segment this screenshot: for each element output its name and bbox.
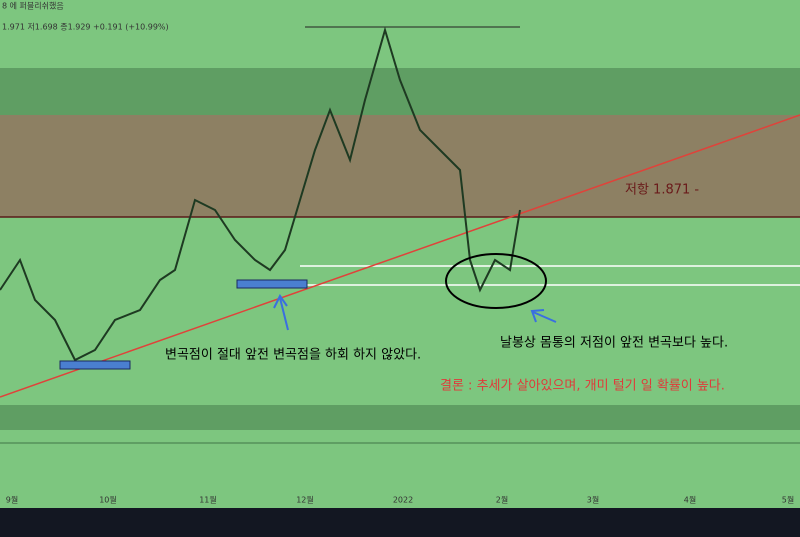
zone-band <box>0 68 800 115</box>
trend-line <box>0 114 800 398</box>
highlight-ellipse <box>445 253 547 309</box>
arrow <box>273 294 289 331</box>
x-tick-label: 11월 <box>199 495 217 505</box>
x-tick-label: 9월 <box>6 495 18 505</box>
x-tick-label: 12월 <box>296 495 314 505</box>
arrow <box>530 309 557 323</box>
x-tick-label: 10월 <box>99 495 117 505</box>
annotation: 날봉상 몸통의 저점이 앞전 변곡보다 높다. <box>500 336 728 351</box>
annotation: 변곡점이 절대 앞전 변곡점을 하회 하지 않았다. <box>165 348 421 363</box>
x-tick-label: 2월 <box>496 495 508 505</box>
publisher: 8 에 퍼블리쉬했음 <box>2 1 64 11</box>
price-path <box>0 26 521 362</box>
conclusion: 결론 : 추세가 살아있으며, 개미 털기 일 확률이 높다. <box>440 379 725 394</box>
resistance-zone <box>0 115 800 217</box>
pivot-box <box>236 279 308 289</box>
x-tick-label: 2022 <box>393 496 413 505</box>
x-tick-label: 4월 <box>684 495 696 505</box>
x-tick-label: 5월 <box>782 495 794 505</box>
resistance-label: 저항 1.871 - <box>625 183 699 198</box>
quote: 1.971 저1.698 종1.929 +0.191 (+10.99%) <box>2 23 169 32</box>
pivot-box <box>59 360 131 370</box>
zone-band <box>0 405 800 430</box>
x-tick-label: 3월 <box>587 495 599 505</box>
x-axis: 9월 10월 11월 12월 2022 2월 3월 4월 5월 <box>6 495 794 505</box>
